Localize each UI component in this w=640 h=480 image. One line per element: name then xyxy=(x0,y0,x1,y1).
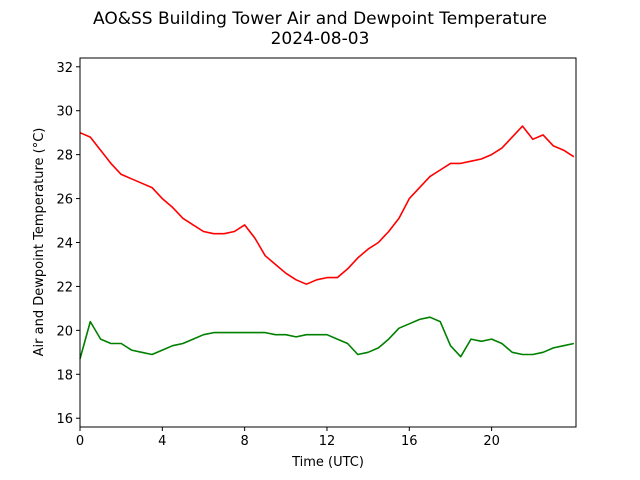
y-tick-label: 16 xyxy=(56,412,73,427)
x-tick-label: 8 xyxy=(241,434,249,449)
y-tick-label: 28 xyxy=(56,149,73,164)
y-tick-label: 18 xyxy=(56,368,73,383)
x-axis-ticks: 0 4 8 12 16 20 xyxy=(76,427,500,449)
plot-frame xyxy=(79,57,577,428)
x-tick-label: 20 xyxy=(483,434,500,449)
y-tick-label: 26 xyxy=(56,193,73,208)
dewpoint-temperature-line xyxy=(79,316,575,360)
x-tick-label: 16 xyxy=(401,434,418,449)
y-axis-ticks: 16 18 20 22 24 26 28 30 32 xyxy=(56,61,80,427)
x-tick-label: 0 xyxy=(76,434,84,449)
x-axis-label: Time (UTC) xyxy=(291,455,364,470)
series-layer xyxy=(79,125,575,360)
y-tick-label: 24 xyxy=(56,237,73,252)
chart-subtitle: 2024-08-03 xyxy=(271,29,370,49)
y-tick-label: 30 xyxy=(56,105,73,120)
y-tick-label: 32 xyxy=(56,61,73,76)
y-axis-label: Air and Dewpoint Temperature (°C) xyxy=(32,128,47,357)
chart-title: AO&SS Building Tower Air and Dewpoint Te… xyxy=(93,9,547,29)
y-tick-label: 20 xyxy=(56,324,73,339)
y-tick-label: 22 xyxy=(56,280,73,295)
x-tick-label: 4 xyxy=(158,434,166,449)
x-tick-label: 12 xyxy=(319,434,336,449)
air-temperature-line xyxy=(79,125,575,286)
